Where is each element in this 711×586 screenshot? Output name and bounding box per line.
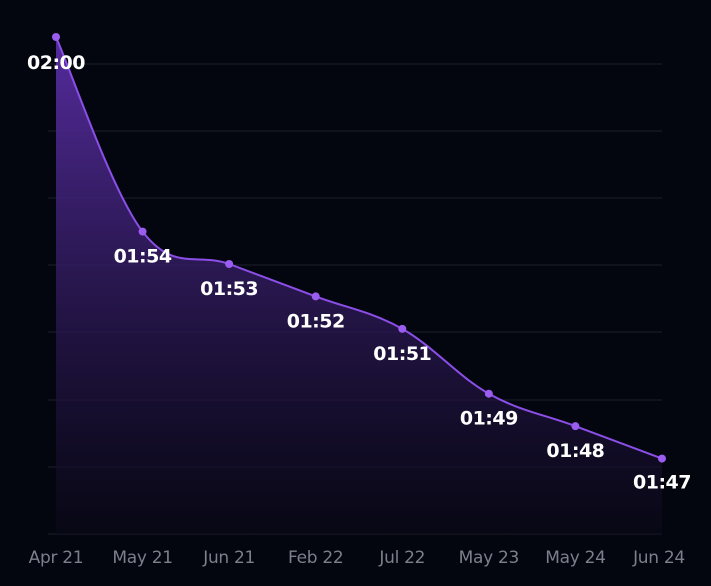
data-point xyxy=(311,292,320,301)
data-label: 01:51 xyxy=(373,343,431,365)
data-points xyxy=(52,33,666,463)
x-tick-label: May 24 xyxy=(545,548,605,568)
data-label: 01:52 xyxy=(287,310,345,332)
data-point xyxy=(225,260,234,268)
x-axis-ticks: Apr 21 May 21 Jun 21 Feb 22 Jul 22 May 23 May … xyxy=(29,548,686,568)
data-point xyxy=(52,33,60,41)
series-area xyxy=(56,37,662,534)
series-line xyxy=(55,36,663,460)
data-point xyxy=(658,454,666,463)
data-labels: 02:00 01:54 01:53 01:52 01:51 01:49 01:48 01:47 xyxy=(27,52,691,494)
data-label: 01:49 xyxy=(460,408,518,430)
data-point xyxy=(398,324,407,333)
x-tick-label: May 21 xyxy=(112,548,172,568)
data-point xyxy=(484,389,493,398)
x-tick-label: May 23 xyxy=(459,548,519,568)
data-label: 01:47 xyxy=(633,472,691,494)
data-label: 01:48 xyxy=(546,440,604,462)
data-label: 02:00 xyxy=(27,52,85,74)
data-label: 01:53 xyxy=(200,278,258,300)
data-label: 01:54 xyxy=(114,246,172,268)
data-point xyxy=(138,227,147,236)
x-tick-label: Feb 22 xyxy=(288,548,343,568)
data-point xyxy=(571,422,580,431)
x-tick-label: Apr 21 xyxy=(29,548,84,568)
x-tick-label: Jul 22 xyxy=(378,548,425,568)
x-tick-label: Jun 24 xyxy=(632,548,685,568)
x-tick-label: Jun 21 xyxy=(202,548,255,568)
